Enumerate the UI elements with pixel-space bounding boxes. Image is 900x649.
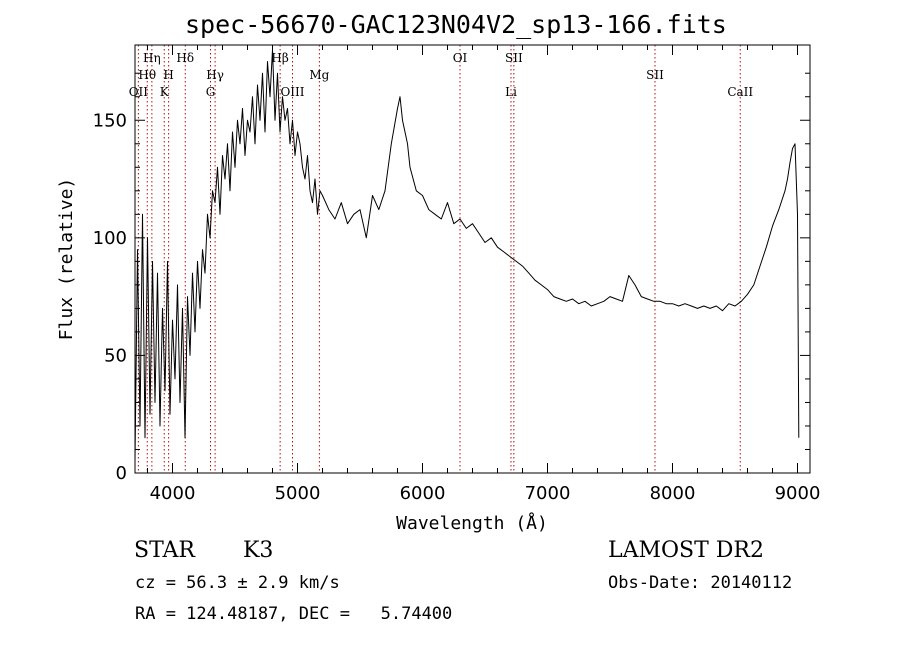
- x-tick-label: 8000: [650, 483, 696, 504]
- spectral-line-label: Hη: [143, 51, 161, 65]
- y-tick-label: 100: [93, 228, 127, 249]
- x-tick-label: 7000: [525, 483, 571, 504]
- spectral-line-label: Hβ: [271, 51, 288, 65]
- flux-series-line: [134, 49, 800, 462]
- y-tick-label: 150: [93, 110, 127, 131]
- spectral-line-label: OI: [453, 51, 468, 65]
- observation-date: Obs-Date: 20140112: [608, 573, 793, 593]
- x-axis-title: Wavelength (Å): [396, 512, 548, 534]
- object-class: STAR: [134, 538, 195, 563]
- x-tick-label: 6000: [400, 483, 446, 504]
- x-tick-label: 9000: [775, 483, 821, 504]
- redshift-line: cz = 56.3 ± 2.9 km/s: [135, 573, 340, 593]
- spectral-line-label: SII: [505, 51, 523, 65]
- spectral-line-label: Hθ: [138, 68, 156, 82]
- y-axis-title: Flux (relative): [56, 178, 77, 341]
- spectral-line-label: G: [206, 85, 216, 99]
- chart-title: spec-56670-GAC123N04V2_sp13-166.fits: [185, 10, 727, 39]
- spectral-line-label: Hδ: [176, 51, 194, 65]
- spectral-line-label: Li: [505, 85, 517, 99]
- series-layer: [134, 49, 800, 462]
- y-tick-label: 50: [104, 345, 127, 366]
- spectral-line-label: K: [160, 85, 170, 99]
- survey-name: LAMOST DR2: [608, 538, 764, 563]
- spectral-line-label: Mg: [309, 68, 329, 82]
- spectral-line-label: SII: [646, 68, 664, 82]
- spectral-line-label: OIII: [280, 85, 304, 99]
- axes: 4000 5000 6000 7000 8000 9000 0 50 100 150: [93, 45, 821, 504]
- coordinates-line: RA = 124.48187, DEC = 5.74400: [135, 604, 453, 624]
- x-tick-label: 4000: [150, 483, 196, 504]
- spectral-line-label: OII: [129, 85, 149, 99]
- y-tick-label: 0: [116, 463, 127, 484]
- plot-frame: [134, 44, 811, 474]
- object-subclass: K3: [243, 538, 274, 563]
- spectral-line-label: Hγ: [206, 68, 224, 82]
- spectral-line-label: H: [163, 68, 173, 82]
- x-tick-label: 5000: [275, 483, 321, 504]
- spectral-line-label: CaII: [727, 85, 753, 99]
